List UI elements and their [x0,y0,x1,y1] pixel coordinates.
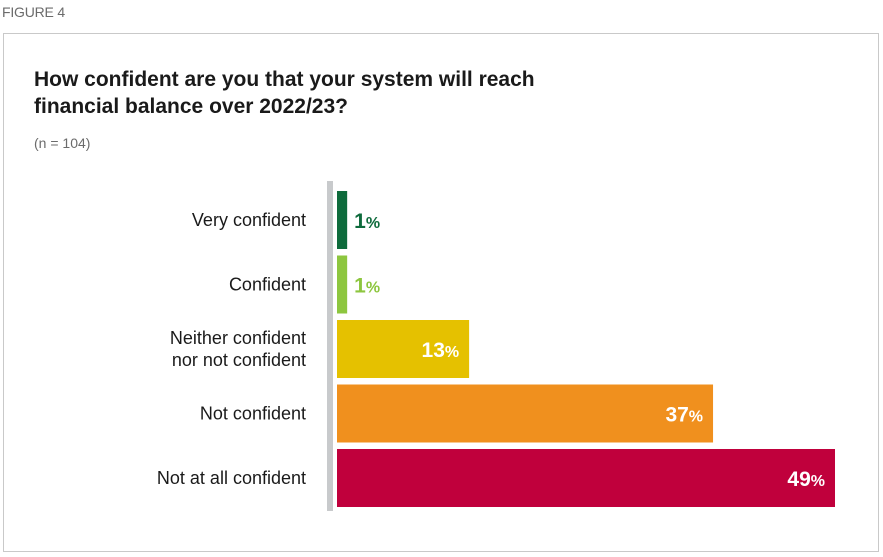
value-label-2: 13% [422,339,460,362]
category-label-1: Confident [229,275,306,295]
category-label-3: Not confident [200,404,306,424]
bar-0 [337,191,348,249]
value-label-0: 1% [354,210,380,233]
figure-label: FIGURE 4 [2,4,65,20]
value-label-1: 1% [354,275,380,298]
chart-title: How confident are you that your system w… [34,68,535,118]
bar-2 [337,320,470,378]
category-label-0: Very confident [192,210,306,230]
bar-3 [337,384,714,443]
value-label-4: 49% [787,468,825,491]
category-axis-line [327,181,333,511]
bar-1 [337,255,348,314]
labels-layer: Very confident 1% Confident 1% Neither confi… [157,210,825,491]
bars-layer [337,191,835,507]
category-label-2: Neither confident nor not confident [170,328,306,370]
value-label-3: 37% [665,404,703,427]
chart-subtitle: (n = 104) [34,135,91,151]
bar-4 [337,449,835,507]
category-label-4: Not at all confident [157,468,306,488]
